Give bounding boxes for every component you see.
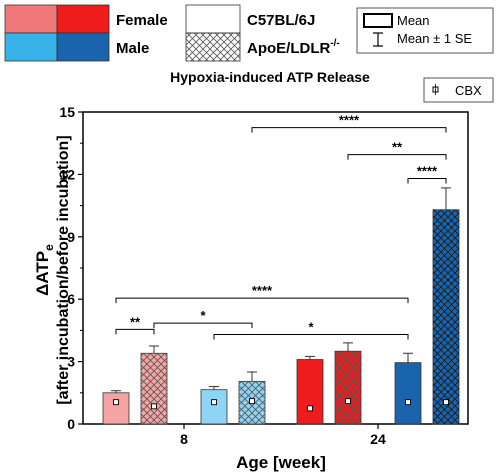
x-tick-label: 8 xyxy=(180,431,188,447)
legend-stats-box: Mean Mean ± 1 SE xyxy=(356,7,494,54)
cbx-marker xyxy=(443,399,449,406)
legend-label-male: Male xyxy=(116,40,149,57)
cbx-marker xyxy=(211,399,217,406)
chart-title: Hypoxia-induced ATP Release xyxy=(170,69,370,85)
axes: 0 3 6 9 12 15 8 24 xyxy=(59,104,386,447)
bar xyxy=(102,392,130,425)
legend-label-mean: Mean xyxy=(397,13,430,28)
significance-brackets: ** **************** xyxy=(115,113,447,340)
cbx-marker xyxy=(113,399,119,406)
cbx-marker xyxy=(249,398,255,405)
legend-swatch-knockout xyxy=(185,32,241,62)
y-axis-label-main: ΔATP xyxy=(33,251,52,296)
significance-bracket xyxy=(251,127,447,133)
significance-bracket xyxy=(115,297,409,304)
y-tick-label: 3 xyxy=(67,354,75,370)
legend-label-cbx: CBX xyxy=(455,83,482,98)
significance-label: * xyxy=(200,308,206,323)
y-tick-label: 12 xyxy=(59,166,75,182)
legend-label-female: Female xyxy=(116,12,168,29)
y-axis-label-line2: [after incubation/before incubation] xyxy=(55,135,72,404)
significance-label: **** xyxy=(252,283,273,298)
bar xyxy=(394,362,422,425)
legend-label-mean-se: Mean ± 1 SE xyxy=(397,31,472,46)
legend-swatch-male-light xyxy=(4,32,58,62)
legend: Female Male C57BL/6J ApoE/LDLR-/- Mean M… xyxy=(4,4,494,103)
legend-label-wildtype: C57BL/6J xyxy=(247,12,315,29)
significance-bracket xyxy=(153,322,253,329)
significance-label: ** xyxy=(392,140,403,155)
bar-hatch xyxy=(433,209,459,424)
significance-label: ** xyxy=(130,314,141,329)
x-tick-label: 24 xyxy=(370,431,386,447)
legend-mean-swatch xyxy=(363,13,393,28)
legend-swatch-female-dark xyxy=(56,4,110,34)
y-tick-label: 6 xyxy=(67,291,75,307)
legend-swatch-wildtype xyxy=(185,4,241,34)
significance-bracket xyxy=(347,154,447,160)
y-tick-label: 0 xyxy=(67,416,75,432)
plot-bars xyxy=(102,187,460,425)
y-tick-label: 15 xyxy=(59,104,75,120)
cbx-marker xyxy=(345,398,351,405)
bar-hatch xyxy=(335,351,361,424)
bar-hatch xyxy=(141,353,167,424)
significance-bracket xyxy=(407,178,447,184)
legend-swatch-male-dark xyxy=(56,32,110,62)
cbx-marker xyxy=(151,403,157,410)
bar xyxy=(296,359,324,425)
significance-label: **** xyxy=(339,113,360,128)
significance-bracket xyxy=(115,328,155,335)
cbx-marker xyxy=(307,405,313,412)
x-axis-label: Age [week] xyxy=(236,453,326,472)
y-tick-label: 9 xyxy=(67,229,75,245)
legend-label-knockout: ApoE/LDLR-/- xyxy=(247,38,340,57)
y-axis-label-sub: e xyxy=(42,244,56,251)
significance-bracket xyxy=(213,334,409,340)
legend-swatch-female-light xyxy=(4,4,58,34)
y-axis-label: ΔATPe [after incubation/before incubatio… xyxy=(33,135,72,404)
significance-label: **** xyxy=(417,164,438,179)
bar xyxy=(200,389,228,425)
cbx-marker xyxy=(405,399,411,406)
svg-text:ΔATPe: ΔATPe xyxy=(33,244,56,296)
legend-cbx-box: CBX xyxy=(423,77,494,103)
significance-label: * xyxy=(308,320,314,335)
